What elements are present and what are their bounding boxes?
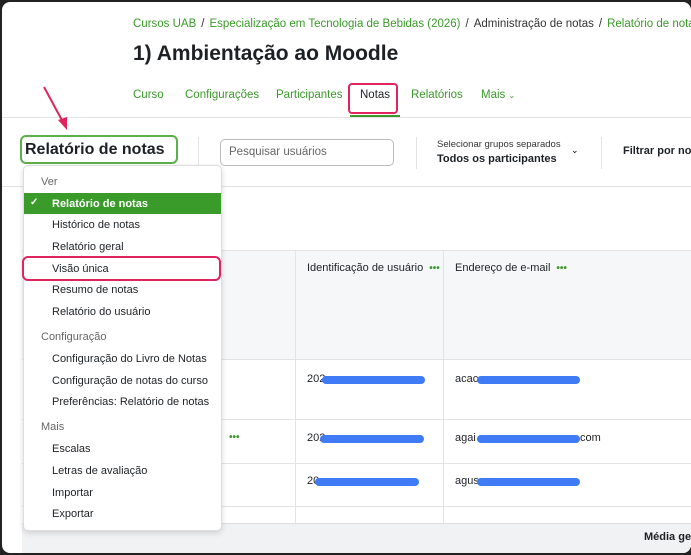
- row-divider: [22, 506, 691, 507]
- breadcrumb-course-category[interactable]: Especialização em Tecnologia de Bebidas …: [209, 18, 461, 30]
- menu-item-importar[interactable]: Importar: [52, 487, 93, 499]
- column-divider: [295, 250, 296, 540]
- arrow-annotation-icon: [43, 86, 67, 130]
- menu-section-mais: Mais: [41, 421, 65, 433]
- more-options-icon[interactable]: •••: [229, 432, 240, 443]
- more-options-icon[interactable]: •••: [429, 263, 440, 274]
- column-header-user-id[interactable]: Identificação de usuário •••: [307, 262, 440, 274]
- column-divider: [443, 250, 444, 540]
- column-header-email[interactable]: Endereço de e-mail •••: [455, 262, 567, 274]
- chevron-down-icon: ⌄: [508, 91, 516, 100]
- redaction-bar: [477, 376, 580, 384]
- breadcrumb-grade-admin: Administração de notas: [473, 18, 594, 30]
- overall-average-label: Média ge: [644, 531, 691, 543]
- tab-curso[interactable]: Curso: [133, 89, 164, 101]
- divider: [2, 186, 691, 187]
- menu-item-preferencias[interactable]: Preferências: Relatório de notas: [52, 396, 210, 408]
- tab-configuracoes[interactable]: Configurações: [185, 89, 260, 101]
- divider: [416, 137, 417, 169]
- menu-item-config-livro-de-notas[interactable]: Configuração do Livro de Notas: [52, 353, 207, 365]
- menu-item-resumo-de-notas[interactable]: Resumo de notas: [52, 284, 139, 296]
- tab-relatorios[interactable]: Relatórios: [411, 89, 463, 101]
- menu-item-visao-unica[interactable]: Visão única: [22, 256, 221, 281]
- menu-item-escalas[interactable]: Escalas: [52, 443, 91, 455]
- tab-participantes[interactable]: Participantes: [276, 89, 343, 101]
- active-tab-indicator: [350, 115, 400, 118]
- menu-item-relatorio-do-usuario[interactable]: Relatório do usuário: [52, 306, 151, 318]
- filter-by-name[interactable]: Filtrar por no: [623, 145, 691, 157]
- report-selector-dropdown[interactable]: Relatório de notas ⌄: [20, 135, 178, 174]
- check-icon: ✓: [30, 197, 39, 208]
- notas-highlight-box: [348, 83, 398, 114]
- menu-item-letras-de-avaliacao[interactable]: Letras de avaliação: [52, 465, 148, 477]
- redaction-bar: [320, 435, 424, 443]
- redaction-bar: [322, 376, 425, 384]
- page-title: 1) Ambientação ao Moodle: [133, 42, 399, 65]
- menu-item-relatorio-de-notas[interactable]: ✓ Relatório de notas: [24, 193, 221, 214]
- row-divider: [22, 419, 691, 420]
- redaction-bar: [477, 478, 580, 486]
- menu-item-historico-de-notas[interactable]: Histórico de notas: [52, 219, 141, 231]
- divider: [198, 137, 199, 169]
- search-users-input[interactable]: Pesquisar usuários: [220, 139, 394, 166]
- email-cell: acac: [455, 373, 479, 385]
- divider: [2, 117, 691, 118]
- breadcrumb-grade-report[interactable]: Relatório de notas: [607, 18, 691, 30]
- tab-notas[interactable]: Notas: [360, 89, 391, 101]
- menu-item-exportar[interactable]: Exportar: [52, 508, 94, 520]
- user-id-cell: 202: [307, 373, 326, 385]
- menu-section-ver: Ver: [41, 176, 58, 188]
- chevron-down-icon[interactable]: ⌄: [571, 145, 579, 155]
- more-options-icon[interactable]: •••: [556, 263, 567, 274]
- email-cell: agai: [455, 432, 476, 444]
- menu-item-relatorio-geral[interactable]: Relatório geral: [52, 241, 124, 253]
- groups-label: Selecionar grupos separados: [437, 139, 561, 150]
- email-cell-end: com: [580, 432, 601, 444]
- breadcrumb-cursos-uab[interactable]: Cursos UAB: [133, 18, 197, 30]
- groups-select[interactable]: Todos os participantes: [437, 153, 557, 165]
- redaction-bar: [315, 478, 419, 486]
- divider: [601, 137, 602, 169]
- tab-mais[interactable]: Mais ⌄: [481, 89, 516, 101]
- email-cell: agus: [455, 475, 479, 487]
- row-divider: [22, 463, 691, 464]
- redaction-bar: [477, 435, 580, 443]
- menu-item-config-notas-curso[interactable]: Configuração de notas do curso: [52, 375, 208, 387]
- menu-section-configuracao: Configuração: [41, 331, 107, 343]
- breadcrumb: Cursos UAB / Especialização em Tecnologia …: [133, 18, 691, 30]
- report-dropdown-menu: Ver ✓ Relatório de notas Histórico de not…: [22, 165, 222, 531]
